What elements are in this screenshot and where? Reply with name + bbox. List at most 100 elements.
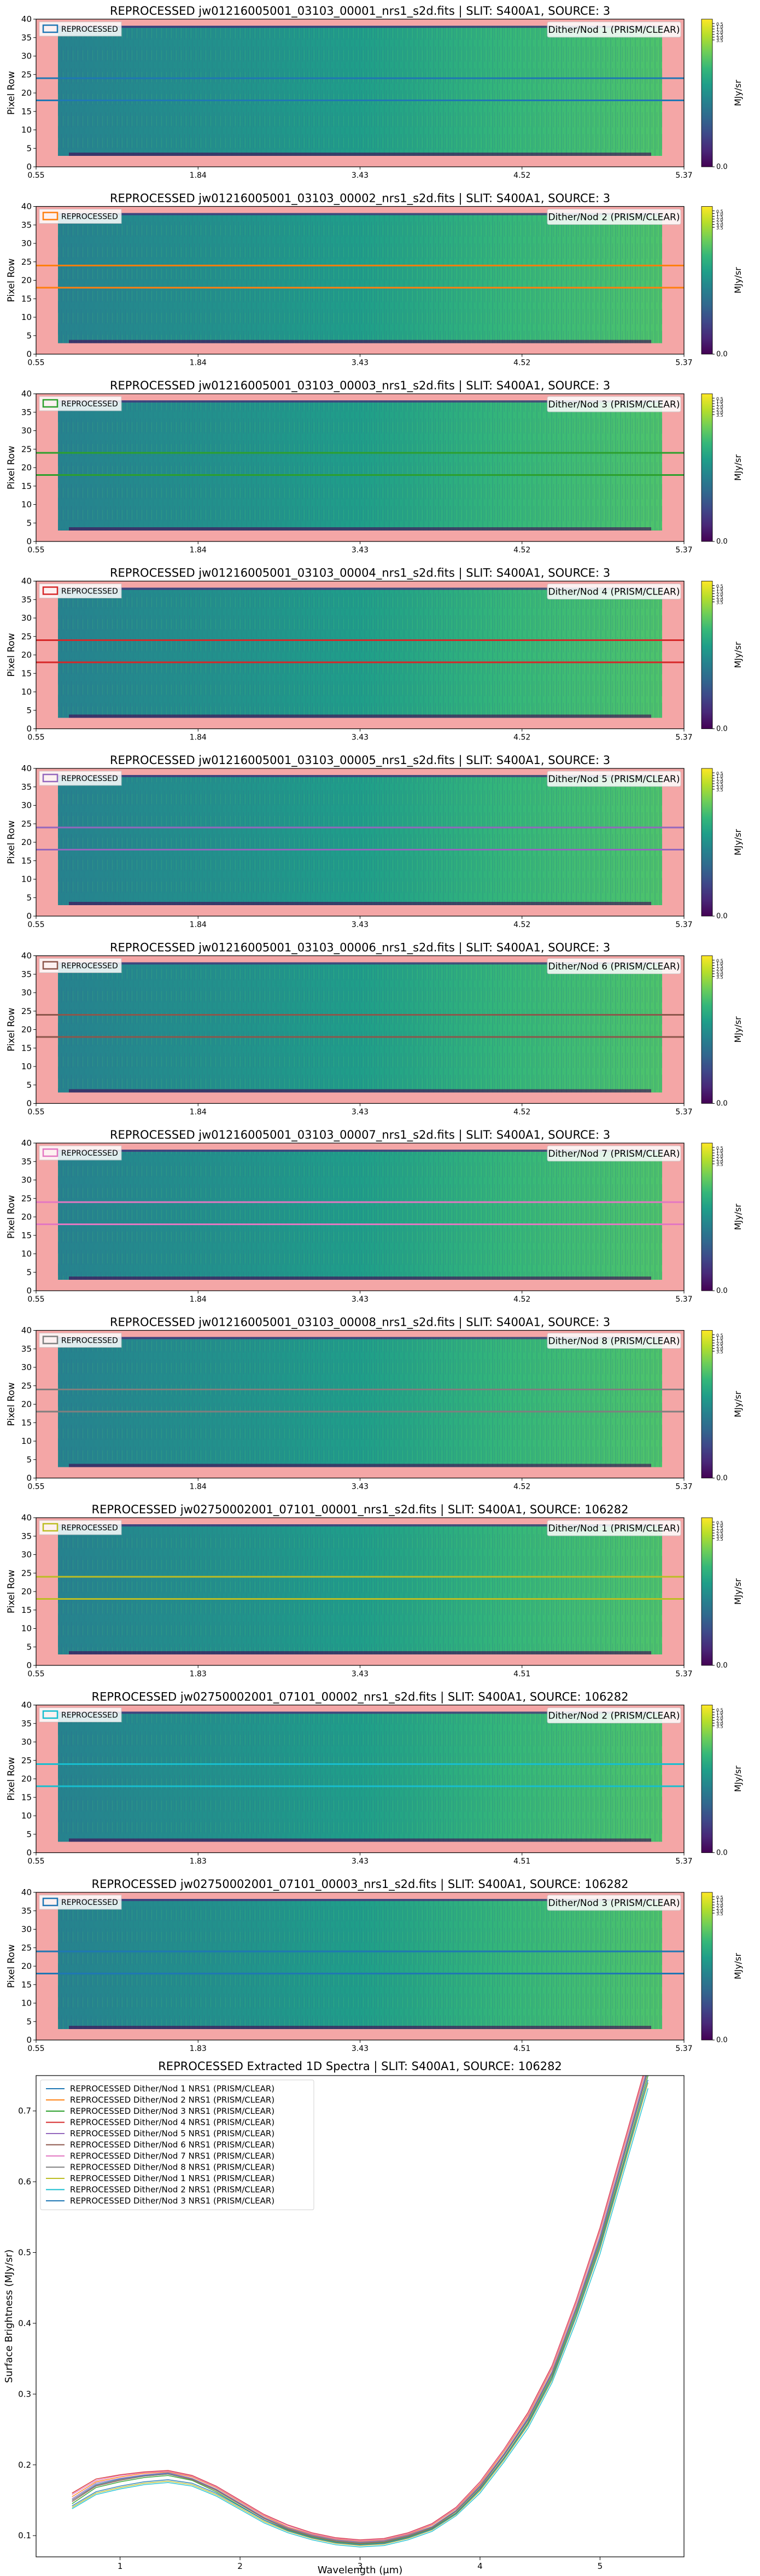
x-tick-label: 3.43: [352, 1670, 369, 1679]
spectral-texture: [58, 962, 662, 1093]
y-tick-label: 0: [26, 1099, 32, 1109]
colorbar-label: MJy/sr: [733, 1765, 743, 1792]
y-axis-label: Pixel Row: [6, 71, 17, 115]
y-tick-label: 30: [21, 988, 32, 998]
y-tick-label: 25: [21, 69, 32, 79]
spectrum-series-line: [72, 2088, 648, 2548]
x-tick-label: 5.37: [675, 1670, 692, 1679]
legend-label: REPROCESSED: [61, 1711, 118, 1720]
spectral-texture: [58, 213, 662, 343]
y-tick-label: 10: [21, 500, 32, 510]
colorbar-tick-label: 2.5: [716, 1157, 723, 1162]
top-edge-band: [58, 1899, 662, 1901]
legend-box: [39, 209, 122, 224]
y-tick-label: 20: [21, 650, 32, 660]
y-tick-label: 25: [21, 1381, 32, 1391]
x-tick-label: 0.55: [27, 733, 44, 742]
x-tick-label: 3.43: [352, 1108, 369, 1117]
x-tick-label: 1.83: [190, 1670, 207, 1679]
bottom-edge-band: [69, 527, 651, 531]
x-tick-label: 0.55: [27, 359, 44, 368]
annotation-box: [547, 396, 681, 412]
y-tick-label: 5: [26, 893, 32, 902]
spectrum-legend-label: REPROCESSED Dither/Nod 7 NRS1 (PRISM/CLE…: [70, 2151, 274, 2161]
legend-swatch: [42, 1148, 59, 1157]
colorbar-tick-label: 0.0: [716, 163, 728, 171]
x-tick-label: 5.37: [675, 733, 692, 742]
legend-label: REPROCESSED: [61, 1337, 118, 1345]
y-tick-label: 35: [21, 1718, 32, 1728]
y-tick-label: 20: [21, 1774, 32, 1784]
panel-title: REPROCESSED jw01216005001_03103_00002_nr…: [110, 192, 610, 206]
spectrum-y-tick-label: 0.6: [18, 2177, 31, 2187]
x-tick-label: 4.51: [513, 2044, 530, 2053]
annotation-box: [547, 584, 681, 599]
y-tick-label: 10: [21, 312, 32, 322]
legend-box: [39, 1895, 122, 1910]
colorbar-tick-label: 0.0: [716, 1662, 728, 1670]
y-tick-label: 35: [21, 1906, 32, 1916]
panel-title: REPROCESSED jw01216005001_03103_00007_nr…: [110, 1128, 610, 1142]
y-tick-label: 25: [21, 444, 32, 454]
panel-title: REPROCESSED jw01216005001_03103_00008_nr…: [110, 1316, 610, 1330]
spectrum-series-group: [72, 2076, 648, 2548]
x-tick-label: 4.52: [513, 1295, 530, 1304]
y-axis-label: Pixel Row: [6, 446, 17, 489]
annotation-box: [547, 1333, 681, 1349]
colorbar-tick-label: 2.5: [716, 1531, 723, 1536]
colorbar-tick-label: 0.0: [716, 1475, 728, 1483]
spectrum-x-tick-label: 3: [358, 2561, 363, 2571]
y-tick-label: 5: [26, 331, 32, 341]
x-tick-label: 0.55: [27, 171, 44, 180]
top-edge-band: [58, 962, 662, 965]
y-tick-label: 15: [21, 668, 32, 678]
bottom-edge-band: [69, 902, 651, 905]
bottom-edge-band: [69, 1277, 651, 1280]
x-tick-label: 5.37: [675, 171, 692, 180]
y-tick-label: 20: [21, 1025, 32, 1035]
colorbar-tick-label: 3.0: [716, 1159, 723, 1164]
colorbar-tick-label: 0.5: [716, 1333, 723, 1338]
x-tick-label: 1.84: [190, 1108, 207, 1117]
x-tick-label: 1.84: [190, 359, 207, 368]
x-tick-label: 3.43: [352, 171, 369, 180]
x-tick-label: 4.52: [513, 1483, 530, 1491]
legend-label: REPROCESSED: [61, 25, 118, 34]
x-tick-label: 1.84: [190, 1295, 207, 1304]
colorbar-tick-label: 1.5: [716, 964, 723, 969]
x-tick-label: 4.52: [513, 546, 530, 555]
legend-box: [39, 1707, 122, 1722]
y-tick-label: 40: [21, 389, 32, 399]
y-tick-label: 25: [21, 819, 32, 829]
spectral-texture: [58, 26, 662, 156]
legend-box: [39, 771, 122, 786]
colorbar-tick-label: 1.0: [716, 774, 723, 779]
spectrum-series-line: [72, 2076, 646, 2543]
colorbar-tick-label: 0.0: [716, 538, 728, 546]
colorbar: [701, 393, 713, 542]
y-tick-label: 20: [21, 1587, 32, 1596]
y-tick-label: 5: [26, 1829, 32, 1839]
panel-title: REPROCESSED jw01216005001_03103_00004_nr…: [110, 567, 610, 580]
colorbar-tick-label: 1.0: [716, 1523, 723, 1528]
colorbar-tick-label: 2.5: [716, 220, 723, 225]
colorbar-tick-label: 3.5: [716, 1537, 723, 1542]
colorbar-tick-label: 1.5: [716, 1151, 723, 1156]
top-edge-band: [58, 775, 662, 777]
y-axis-label: Pixel Row: [6, 258, 17, 302]
colorbar: [701, 955, 713, 1104]
colorbar-label: MJy/sr: [733, 454, 743, 481]
legend-swatch: [42, 24, 59, 33]
y-tick-label: 5: [26, 706, 32, 715]
colorbar-label: MJy/sr: [733, 267, 743, 294]
x-tick-label: 0.55: [27, 1857, 44, 1866]
y-tick-label: 25: [21, 257, 32, 267]
legend-label: REPROCESSED: [61, 213, 118, 222]
spectrum-legend-label: REPROCESSED Dither/Nod 1 NRS1 (PRISM/CLE…: [70, 2084, 274, 2094]
y-tick-label: 40: [21, 576, 32, 586]
x-tick-label: 3.43: [352, 1483, 369, 1491]
x-tick-label: 4.52: [513, 733, 530, 742]
bottom-edge-band: [69, 340, 651, 343]
x-tick-label: 0.55: [27, 1295, 44, 1304]
x-tick-label: 1.84: [190, 920, 207, 929]
